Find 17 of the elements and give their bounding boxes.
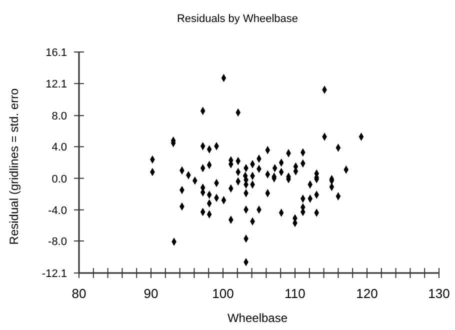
y-tick-label: -12.1: [42, 268, 67, 280]
y-tick-label: 0.0: [52, 173, 67, 186]
x-tick-label: 110: [284, 286, 306, 301]
x-tick-label: 130: [428, 286, 450, 301]
y-tick-label: -4.0: [48, 204, 67, 217]
x-tick-label: 100: [212, 286, 234, 301]
x-tick-label: 90: [144, 286, 158, 301]
y-axis-title: Residual (gridlines = std. erro: [7, 88, 21, 245]
x-axis-title: Wheelbase: [227, 311, 288, 325]
y-tick-label: 16.1: [46, 47, 67, 59]
y-tick-label: 8.0: [52, 110, 67, 123]
chart-title: Residuals by Wheelbase: [176, 13, 298, 25]
y-tick-label: 4.0: [52, 142, 67, 154]
x-tick-label: 80: [72, 286, 86, 301]
y-tick-label: -8.0: [48, 236, 67, 248]
x-tick-label: 120: [356, 286, 378, 301]
y-tick-label: 12.1: [46, 78, 67, 91]
